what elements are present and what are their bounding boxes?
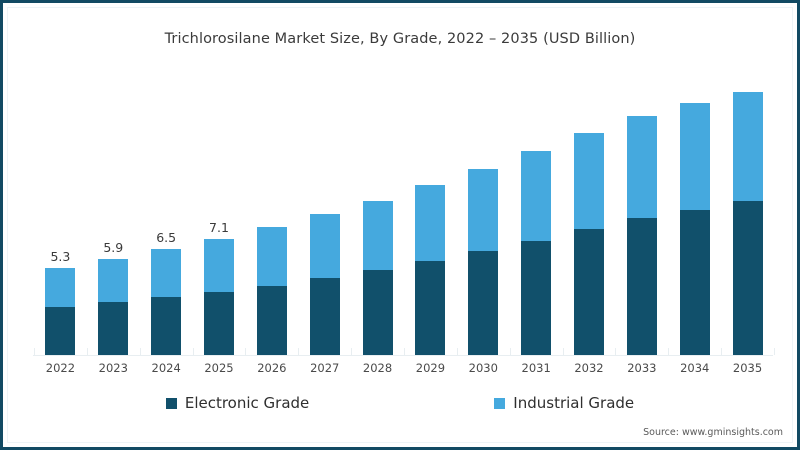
bar-segment-electronic-grade[interactable] xyxy=(521,240,552,355)
x-axis-label-2023: 2023 xyxy=(98,361,128,375)
x-axis-label-2026: 2026 xyxy=(257,361,287,375)
bar-segment-industrial-grade[interactable] xyxy=(309,214,340,279)
bar-segment-electronic-grade[interactable] xyxy=(574,229,604,355)
bar-segment-electronic-grade[interactable] xyxy=(415,261,446,355)
axis-baseline xyxy=(33,355,773,356)
bar-segment-industrial-grade[interactable] xyxy=(256,227,287,286)
bar-segment-industrial-grade[interactable] xyxy=(362,200,393,270)
x-axis-label-2034: 2034 xyxy=(680,361,710,375)
bar-group[interactable] xyxy=(415,184,446,355)
bar-segment-industrial-grade[interactable] xyxy=(98,258,129,302)
bar-group[interactable] xyxy=(626,116,657,355)
bar-segment-industrial-grade[interactable] xyxy=(45,268,76,307)
bar-segment-electronic-grade[interactable] xyxy=(151,296,182,355)
x-axis-label-2031: 2031 xyxy=(521,361,551,375)
bar-segment-industrial-grade[interactable] xyxy=(415,184,446,261)
bar-segment-electronic-grade[interactable] xyxy=(626,217,657,355)
bar-segment-industrial-grade[interactable] xyxy=(468,168,499,252)
axis-tick-mark xyxy=(139,348,141,355)
chart-legend: Electronic Grade Industrial Grade xyxy=(3,394,797,412)
x-axis-label-2025: 2025 xyxy=(204,361,234,375)
x-axis-label-2035: 2035 xyxy=(732,361,763,375)
plot-area: 5.3 5.9 6.5 7.1 xyxy=(33,63,775,358)
x-axis-label-2029: 2029 xyxy=(415,361,446,375)
legend-item-industrial-grade[interactable]: Industrial Grade xyxy=(494,394,634,412)
bar-segment-electronic-grade[interactable] xyxy=(679,209,710,355)
bar-group[interactable]: 5.9 xyxy=(98,240,129,355)
bar-group[interactable] xyxy=(362,200,393,355)
axis-tick-mark xyxy=(351,348,353,355)
x-axis-label-2024: 2024 xyxy=(151,361,181,375)
bar-segment-electronic-grade[interactable] xyxy=(468,251,499,355)
x-axis-label-2027: 2027 xyxy=(310,361,340,375)
axis-tick-mark xyxy=(509,348,511,355)
bar-segment-electronic-grade[interactable] xyxy=(362,269,393,355)
bar-segment-electronic-grade[interactable] xyxy=(98,301,129,355)
x-axis-label-2033: 2033 xyxy=(627,361,657,375)
bar-group[interactable] xyxy=(256,227,287,355)
bar-value-label: 5.9 xyxy=(103,239,124,255)
bar-segment-industrial-grade[interactable] xyxy=(679,103,710,210)
bar-segment-electronic-grade[interactable] xyxy=(732,201,763,355)
bar-group[interactable] xyxy=(468,168,499,355)
bar-segment-industrial-grade[interactable] xyxy=(732,91,763,202)
bar-segment-electronic-grade[interactable] xyxy=(204,292,234,355)
axis-tick-mark xyxy=(721,348,723,355)
axis-tick-mark xyxy=(562,348,564,355)
bar-group[interactable] xyxy=(521,150,552,355)
source-attribution: Source: www.gminsights.com xyxy=(643,427,783,438)
bar-value-label: 5.3 xyxy=(50,249,71,265)
axis-tick-mark xyxy=(404,348,405,355)
bar-group[interactable]: 6.5 xyxy=(151,230,182,355)
bar-segment-industrial-grade[interactable] xyxy=(626,116,657,218)
axis-tick-mark xyxy=(298,348,300,355)
x-axis-tick-labels: 2022 2023 2024 2025 2026 2027 2028 2029 2030 2031… xyxy=(33,361,773,381)
axis-tick-mark xyxy=(774,348,775,355)
bar-group[interactable] xyxy=(309,214,340,355)
bar-segment-industrial-grade[interactable] xyxy=(151,248,182,297)
x-axis-label-2030: 2030 xyxy=(468,361,498,375)
x-axis-label-2022: 2022 xyxy=(45,361,76,375)
axis-tick-mark xyxy=(615,348,617,355)
bar-value-label: 7.1 xyxy=(209,219,229,235)
bar-group[interactable] xyxy=(574,132,604,355)
bar-segment-electronic-grade[interactable] xyxy=(309,278,340,355)
bar-segment-industrial-grade[interactable] xyxy=(521,150,552,241)
legend-swatch-industrial-grade xyxy=(494,397,506,409)
bar-segment-electronic-grade[interactable] xyxy=(256,285,287,355)
bar-segment-industrial-grade[interactable] xyxy=(204,238,234,293)
bar-segment-electronic-grade[interactable] xyxy=(45,306,76,355)
axis-tick-mark xyxy=(192,348,194,355)
bar-value-label: 6.5 xyxy=(156,229,177,245)
legend-swatch-electronic-grade xyxy=(165,397,177,409)
x-axis-label-2032: 2032 xyxy=(574,361,604,375)
axis-tick-mark xyxy=(34,348,35,355)
axis-tick-mark xyxy=(86,348,88,355)
x-axis-label-2028: 2028 xyxy=(362,361,393,375)
legend-label-industrial-grade: Industrial Grade xyxy=(513,394,635,412)
legend-label-electronic-grade: Electronic Grade xyxy=(184,394,310,412)
legend-item-electronic-grade[interactable]: Electronic Grade xyxy=(165,394,310,412)
axis-tick-mark xyxy=(245,348,247,355)
axis-tick-mark xyxy=(456,348,458,355)
axis-tick-mark xyxy=(668,348,670,355)
bar-group[interactable] xyxy=(732,91,763,355)
bar-group[interactable] xyxy=(679,103,710,355)
chart-title: Trichlorosilane Market Size, By Grade, 2… xyxy=(164,31,636,47)
bar-group[interactable]: 7.1 xyxy=(204,220,234,355)
bar-group[interactable]: 5.3 xyxy=(45,249,76,355)
bar-segment-industrial-grade[interactable] xyxy=(574,132,604,230)
